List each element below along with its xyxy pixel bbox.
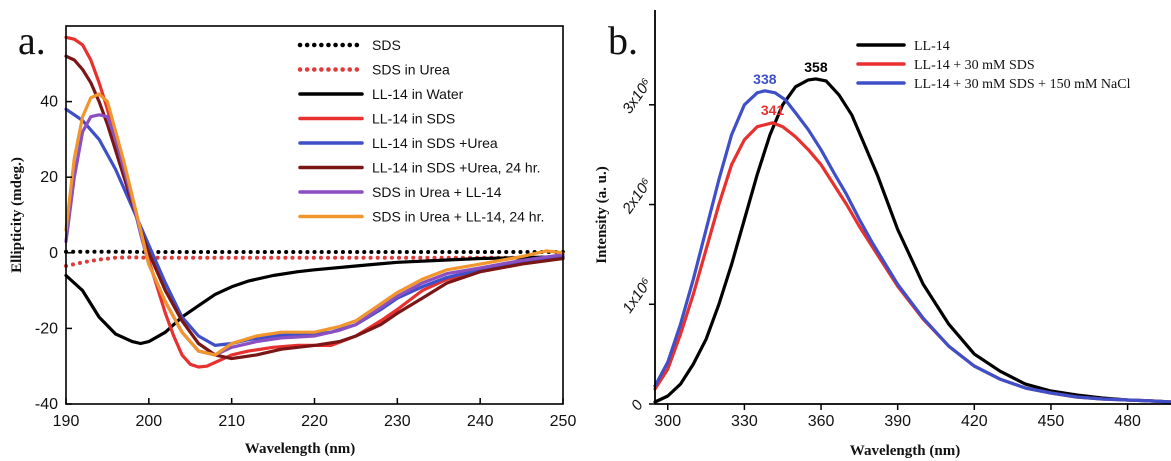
- x-tick-label-a: 250: [550, 413, 577, 430]
- x-tick-label-b: 300: [654, 413, 681, 430]
- x-axis-label-b: Wavelength (nm): [850, 443, 960, 459]
- legend-label-a: LL-14 in Water: [372, 86, 464, 102]
- y-tick-label-a: 40: [40, 94, 58, 111]
- x-tick-label-b: 450: [1038, 413, 1065, 430]
- legend-label-a: LL-14 in SDS +Urea: [372, 135, 498, 151]
- legend-label-a: SDS in Urea: [372, 62, 450, 78]
- legend-label-b: LL-14 + 30 mM SDS: [914, 58, 1035, 73]
- legend-a: SDS SDS in Urea LL-14 in Water LL-14 in SDS…: [297, 37, 544, 225]
- x-tick-label-a: 190: [53, 413, 80, 430]
- x-tick-label-b: 480: [1114, 413, 1141, 430]
- x-tick-label-a: 200: [135, 413, 162, 430]
- panel-b-fluorescence-spectra: b. Wavelength (nm) Intensity (a. u.) 300…: [594, 10, 1171, 459]
- y-tick-label-b: 3x10⁶: [619, 75, 655, 117]
- legend-label-a: SDS in Urea + LL-14: [372, 184, 502, 200]
- y-tick-label-a: 0: [49, 245, 58, 262]
- legend-label-a: LL-14 in SDS +Urea, 24 hr.: [372, 160, 541, 176]
- x-tick-label-b: 420: [961, 413, 988, 430]
- series-line-b-2: [653, 89, 1171, 404]
- series-line-a-7: [64, 92, 565, 357]
- series-line-a-2: [64, 255, 565, 346]
- series-line-a-5: [64, 54, 565, 361]
- legend-label-a: SDS: [372, 37, 401, 53]
- legend-label-a: SDS in Urea + LL-14, 24 hr.: [372, 209, 544, 225]
- y-tick-label-a: -20: [35, 320, 58, 337]
- x-axis-label-a: Wavelength (nm): [245, 441, 355, 457]
- panel-label-b: b.: [608, 18, 638, 63]
- series-line-b-0: [653, 77, 1171, 404]
- peak-label-b: 341: [761, 102, 785, 118]
- panel-a-cd-spectra: a. Wavelength (nm) Ellipticity (mdeg.) 1…: [9, 18, 576, 457]
- legend-label-b: LL-14: [914, 39, 950, 54]
- x-tick-label-b: 360: [808, 413, 835, 430]
- panel-label-a: a.: [18, 18, 46, 63]
- x-tick-label-b: 390: [884, 413, 911, 430]
- y-tick-label-b: 1x10⁶: [619, 275, 655, 317]
- x-tick-label-a: 220: [301, 413, 328, 430]
- y-axis-label-b: Intensity (a. u.): [594, 166, 610, 264]
- y-axis-label-a: Ellipticity (mdeg.): [9, 157, 25, 273]
- x-tick-label-a: 240: [467, 413, 494, 430]
- y-tick-label-b: 0: [628, 397, 647, 414]
- legend-label-a: LL-14 in SDS: [372, 111, 455, 127]
- y-tick-label-a: -40: [35, 396, 58, 413]
- y-tick-label-a: 20: [40, 169, 58, 186]
- x-tick-label-b: 330: [731, 413, 758, 430]
- peak-label-b: 358: [804, 59, 828, 75]
- y-tick-label-b: 2x10⁶: [619, 175, 656, 217]
- x-tick-label-a: 210: [218, 413, 245, 430]
- legend-label-b: LL-14 + 30 mM SDS + 150 mM NaCl: [914, 77, 1131, 92]
- x-tick-label-a: 230: [384, 413, 411, 430]
- series-line-a-3: [64, 35, 565, 369]
- legend-b: LL-14 LL-14 + 30 mM SDS LL-14 + 30 mM SDS …: [856, 39, 1131, 92]
- peak-label-b: 338: [753, 71, 777, 87]
